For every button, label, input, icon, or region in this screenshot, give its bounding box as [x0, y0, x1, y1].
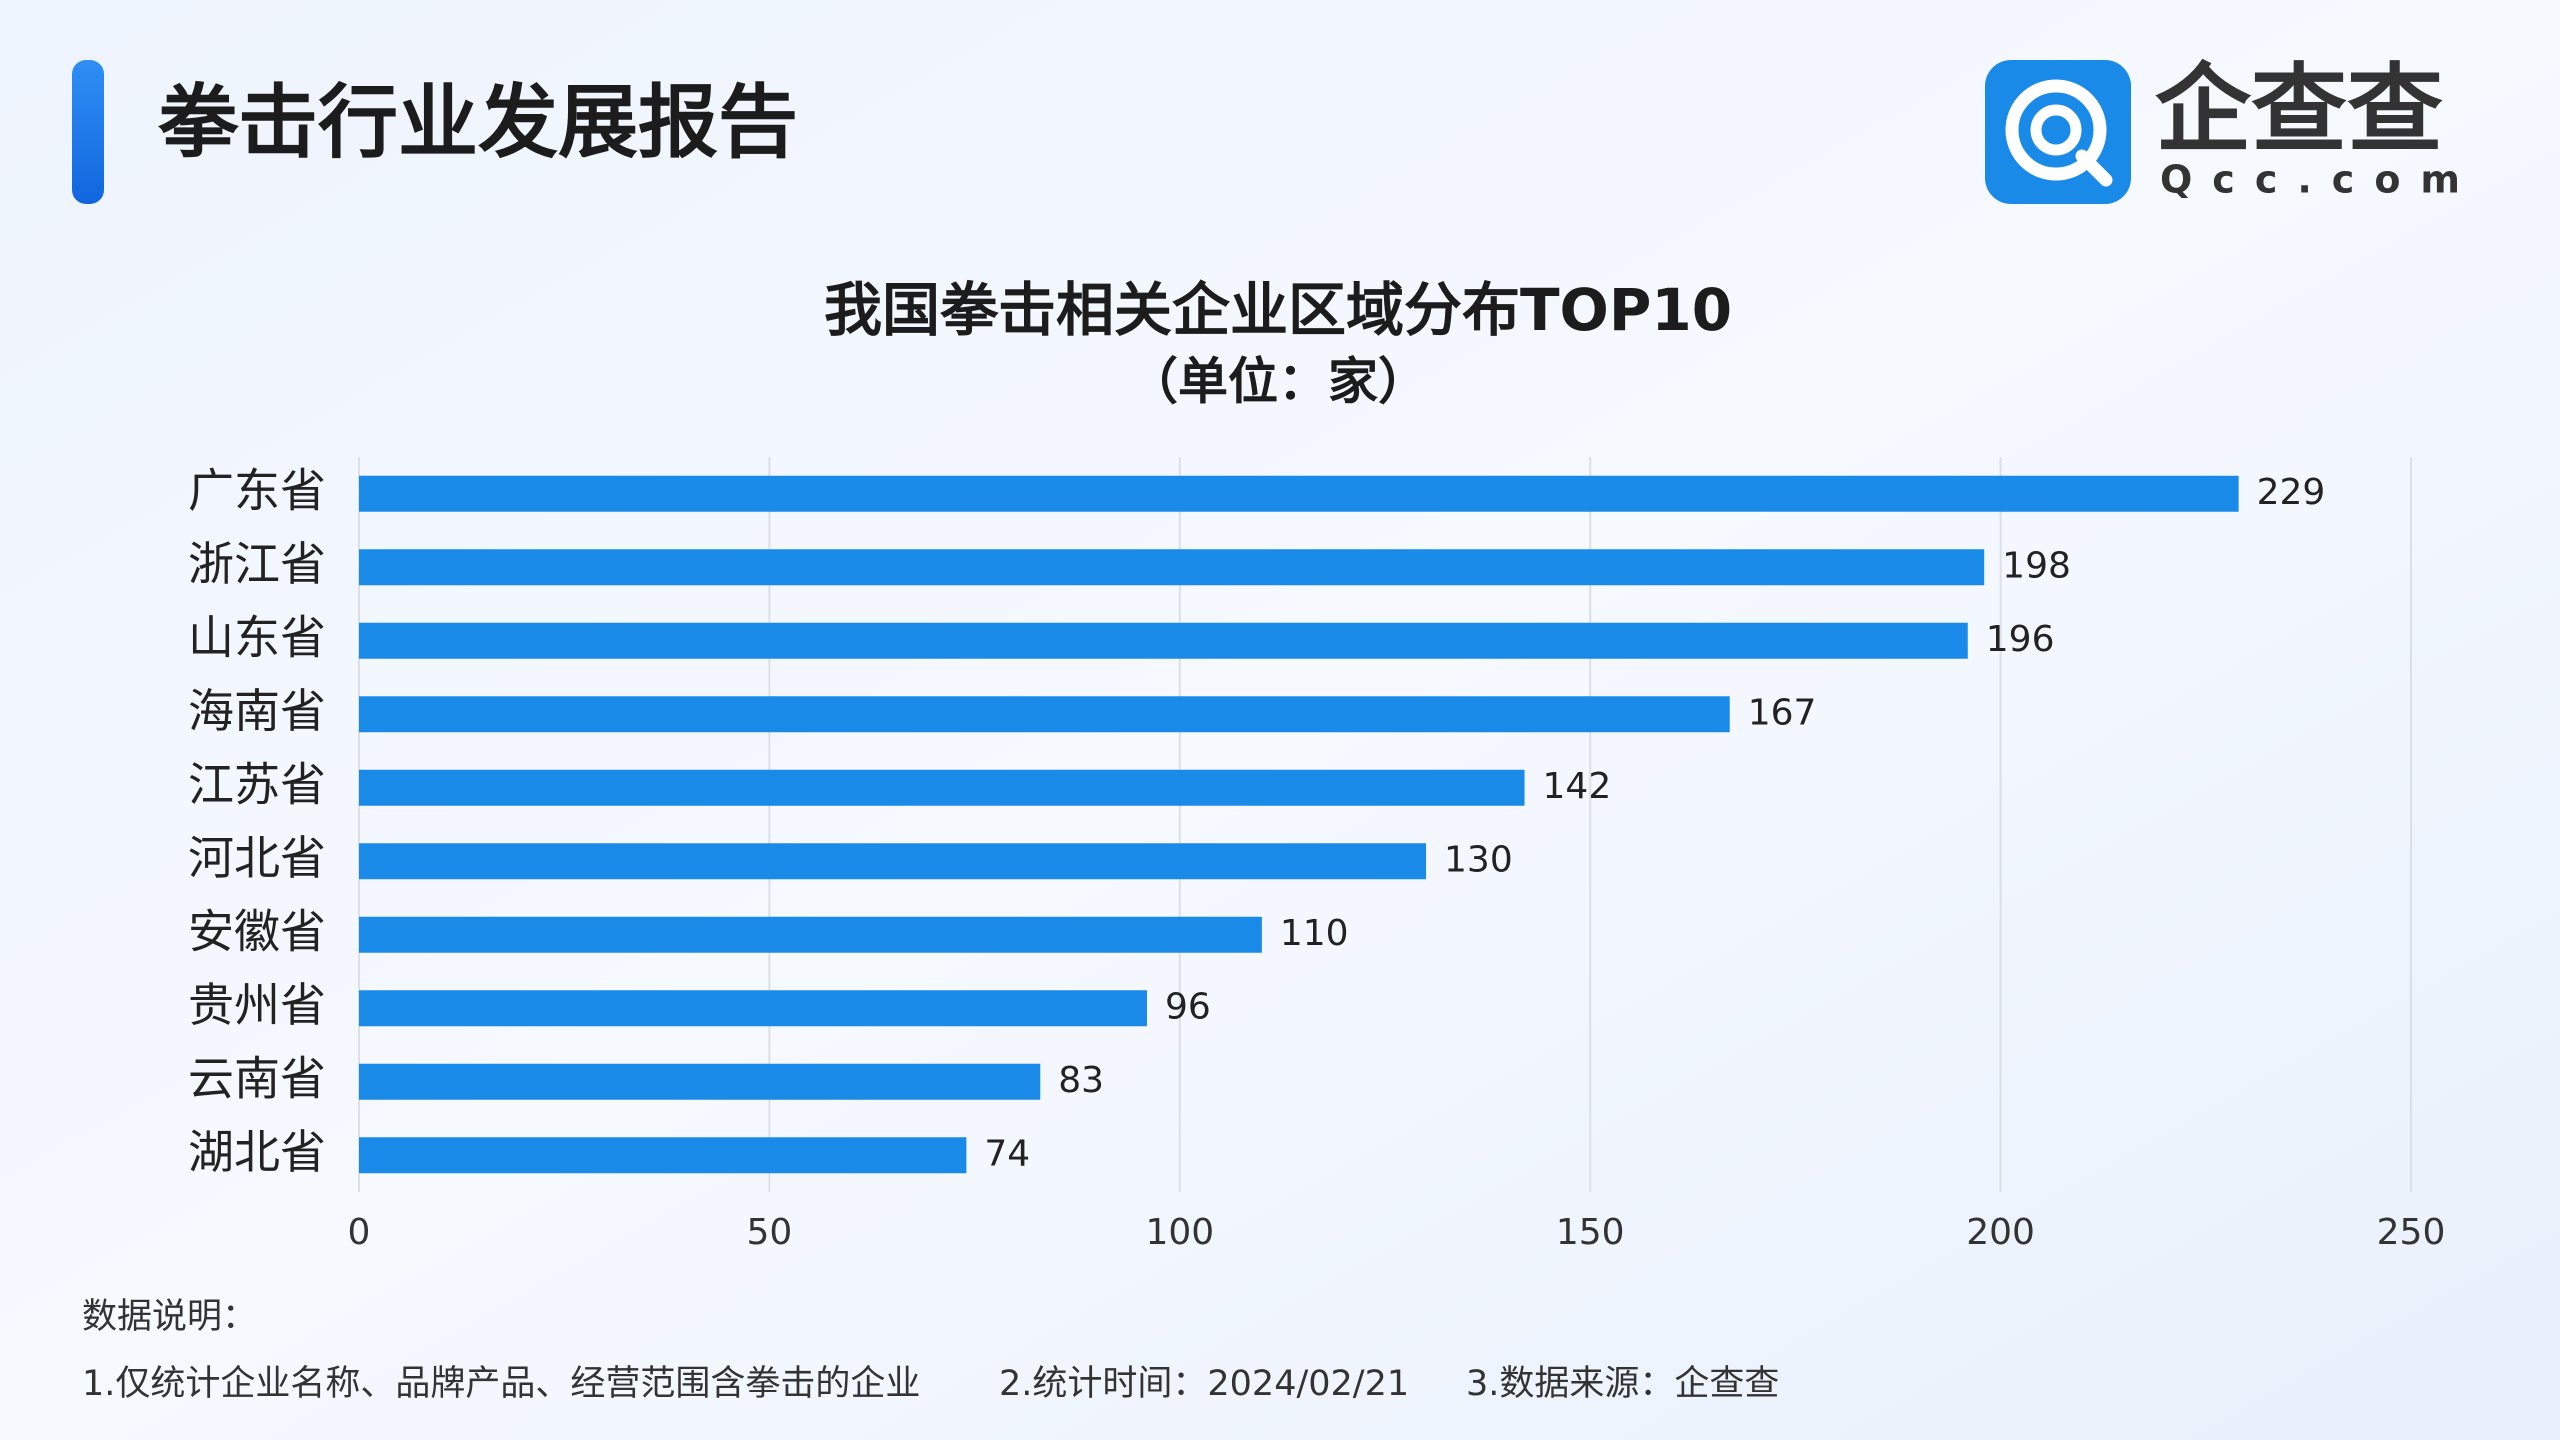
logo-domain: Qcc.com — [2160, 158, 2480, 202]
bar — [359, 990, 1147, 1027]
x-tick-label: 100 — [1145, 1212, 1214, 1253]
y-tick-label: 山东省 — [188, 610, 326, 664]
x-tick-label: 0 — [348, 1212, 371, 1253]
value-label: 74 — [984, 1133, 1030, 1174]
y-tick-label: 贵州省 — [188, 978, 326, 1032]
value-label: 198 — [2002, 545, 2071, 586]
note: 3.数据来源：企查查 — [1466, 1364, 1779, 1404]
bar — [359, 1137, 967, 1174]
value-label: 167 — [1748, 692, 1817, 733]
y-tick-label: 海南省 — [188, 684, 326, 738]
bar — [359, 549, 1985, 586]
y-tick-label: 河北省 — [188, 831, 326, 885]
logo-name: 企查查 — [2155, 53, 2443, 165]
y-tick-label: 湖北省 — [188, 1125, 326, 1179]
value-label: 110 — [1280, 913, 1349, 954]
y-tick-label: 江苏省 — [188, 757, 326, 811]
bar — [359, 696, 1730, 733]
chart-subtitle: （单位：家） — [1128, 353, 1428, 411]
bar — [359, 1063, 1041, 1100]
y-tick-label: 云南省 — [188, 1051, 326, 1105]
bar — [359, 475, 2239, 512]
value-label: 83 — [1058, 1060, 1104, 1101]
value-label: 142 — [1543, 766, 1612, 807]
x-tick-label: 250 — [2377, 1212, 2446, 1253]
x-tick-label: 150 — [1556, 1212, 1625, 1253]
bar — [359, 843, 1427, 880]
header-title: 拳击行业发展报告 — [157, 76, 798, 169]
header-accent — [72, 60, 104, 204]
logo-icon — [1985, 60, 2131, 204]
value-label: 229 — [2257, 472, 2326, 513]
value-label: 196 — [1986, 619, 2055, 660]
x-tick-label: 200 — [1966, 1212, 2035, 1253]
chart-title: 我国拳击相关企业区域分布TOP10 — [824, 276, 1732, 344]
x-tick-label: 50 — [746, 1212, 792, 1253]
bar — [359, 916, 1262, 953]
bar — [359, 769, 1525, 806]
y-tick-label: 安徽省 — [188, 904, 326, 958]
notes-heading: 数据说明： — [82, 1297, 257, 1337]
value-label: 130 — [1444, 839, 1513, 880]
value-label: 96 — [1165, 986, 1211, 1027]
note: 2.统计时间：2024/02/21 — [999, 1364, 1409, 1404]
bar — [359, 622, 1968, 659]
note: 1.仅统计企业名称、品牌产品、经营范围含拳击的企业 — [82, 1364, 920, 1404]
y-tick-label: 浙江省 — [188, 537, 326, 591]
y-tick-label: 广东省 — [188, 463, 326, 517]
